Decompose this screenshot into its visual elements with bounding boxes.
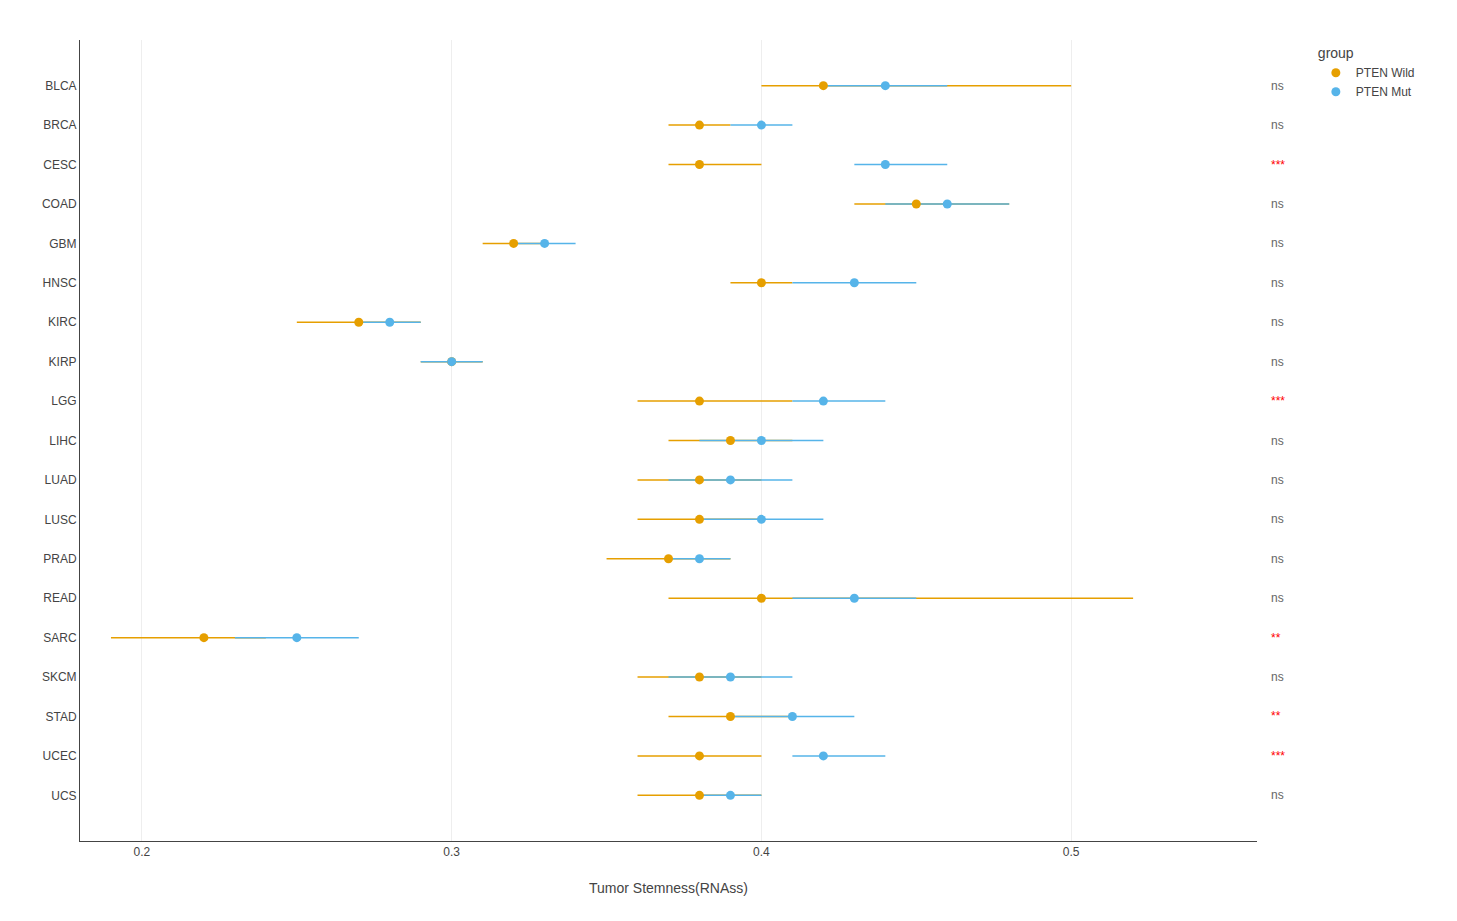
svg-text:**: ** — [1271, 709, 1281, 723]
svg-text:ns: ns — [1271, 79, 1284, 93]
svg-text:LIHC: LIHC — [49, 434, 77, 448]
svg-text:ns: ns — [1271, 591, 1284, 605]
svg-text:BLCA: BLCA — [45, 79, 76, 93]
svg-text:KIRC: KIRC — [48, 315, 77, 329]
svg-text:ns: ns — [1271, 434, 1284, 448]
svg-text:SKCM: SKCM — [42, 670, 77, 684]
svg-text:LGG: LGG — [51, 394, 76, 408]
svg-text:PTEN Mut: PTEN Mut — [1356, 85, 1412, 99]
svg-text:CESC: CESC — [43, 158, 77, 172]
svg-text:***: *** — [1271, 749, 1285, 763]
svg-text:**: ** — [1271, 631, 1281, 645]
svg-text:ns: ns — [1271, 118, 1284, 132]
svg-text:group: group — [1318, 45, 1354, 61]
svg-text:GBM: GBM — [49, 237, 76, 251]
svg-text:SARC: SARC — [43, 631, 77, 645]
svg-text:BRCA: BRCA — [43, 118, 76, 132]
svg-text:PTEN Wild: PTEN Wild — [1356, 66, 1415, 80]
svg-text:UCEC: UCEC — [43, 749, 77, 763]
svg-text:0.3: 0.3 — [443, 845, 460, 859]
svg-text:0.2: 0.2 — [134, 845, 151, 859]
svg-text:ns: ns — [1271, 355, 1284, 369]
svg-text:ns: ns — [1271, 276, 1284, 290]
svg-text:PRAD: PRAD — [43, 552, 77, 566]
svg-text:ns: ns — [1271, 315, 1284, 329]
svg-text:UCS: UCS — [51, 789, 76, 803]
svg-text:READ: READ — [43, 591, 77, 605]
svg-text:KIRP: KIRP — [49, 355, 77, 369]
svg-text:ns: ns — [1271, 788, 1284, 802]
svg-text:ns: ns — [1271, 236, 1284, 250]
svg-text:ns: ns — [1271, 552, 1284, 566]
svg-text:0.4: 0.4 — [753, 845, 770, 859]
svg-text:LUSC: LUSC — [45, 513, 77, 527]
svg-text:ns: ns — [1271, 512, 1284, 526]
svg-text:***: *** — [1271, 394, 1285, 408]
svg-text:LUAD: LUAD — [45, 473, 77, 487]
svg-text:HNSC: HNSC — [43, 276, 77, 290]
svg-text:***: *** — [1271, 158, 1285, 172]
svg-text:ns: ns — [1271, 473, 1284, 487]
svg-text:COAD: COAD — [42, 197, 77, 211]
svg-text:0.5: 0.5 — [1063, 845, 1080, 859]
svg-text:ns: ns — [1271, 670, 1284, 684]
svg-text:STAD: STAD — [45, 710, 76, 724]
svg-text:Tumor Stemness(RNAss): Tumor Stemness(RNAss) — [589, 880, 748, 896]
svg-text:ns: ns — [1271, 197, 1284, 211]
